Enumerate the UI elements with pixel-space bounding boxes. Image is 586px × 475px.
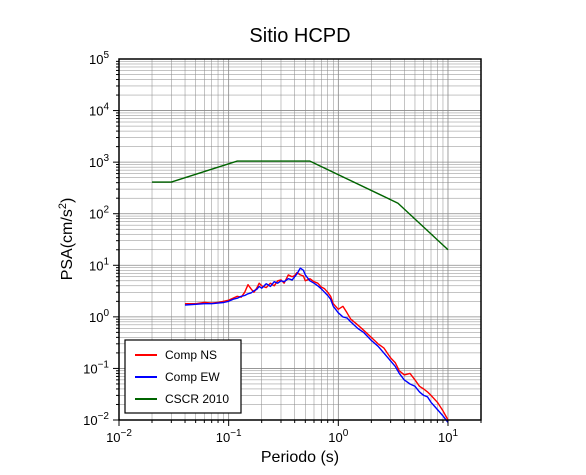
y-axis-label-suffix: ) [59,198,76,203]
x-tick-label: 100 [328,428,348,445]
y-tick-label: 10−2 [83,411,109,428]
y-tick-label: 105 [89,50,109,67]
x-axis-label: Periodo (s) [261,449,339,466]
tick-layer: 10−2 10−1 100 101 10−2 10−1 100 101 102 103 104 105 [83,50,482,445]
y-tick-label: 10−1 [83,359,109,376]
series-line-comp-ew [184,267,449,423]
x-tick-label: 101 [438,428,458,445]
series-line-cscr-2010 [152,160,449,251]
chart-title: Sitio HCPD [249,25,350,47]
y-tick-label: 104 [89,102,109,119]
grid-layer [118,59,482,421]
legend-label: Comp NS [165,348,217,362]
y-axis-label: PSA(cm/s2) [57,198,76,281]
y-tick-label: 101 [89,256,109,273]
series-layer [152,160,449,423]
plot-frame [118,58,482,421]
x-tick-label: 10−2 [106,428,132,445]
legend-label: Comp EW [165,370,220,384]
y-tick-label: 100 [89,308,109,325]
series-line-comp-ns [185,271,449,421]
x-tick-label: 10−1 [216,428,242,445]
y-axis-label-sup: 2 [57,203,69,209]
legend-label: CSCR 2010 [165,392,229,406]
y-tick-label: 103 [89,153,109,170]
y-tick-label: 102 [89,205,109,222]
y-axis-label-prefix: PSA(cm/s [59,209,76,280]
legend: Comp NS Comp EW CSCR 2010 [124,339,242,414]
